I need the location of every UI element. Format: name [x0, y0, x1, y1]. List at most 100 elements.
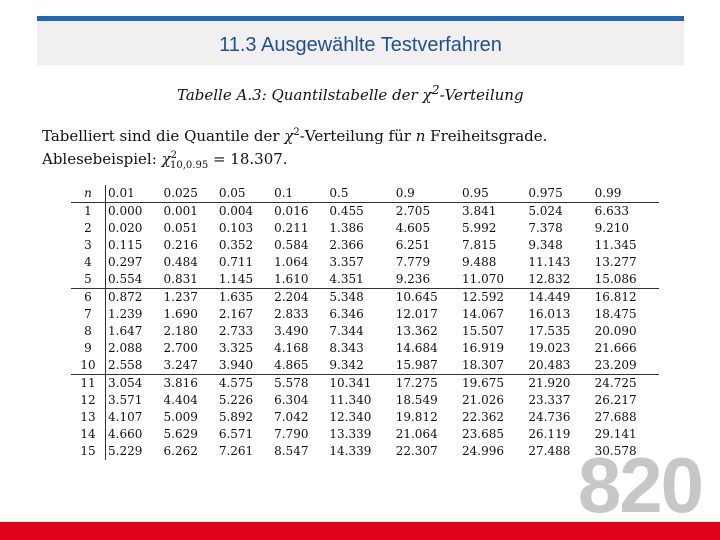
- table-cell: 9.342: [327, 357, 394, 375]
- column-header: 0.05: [216, 185, 273, 203]
- table-row: 5 0.554 0.831 1.145 1.610 4.351 9.236 11.070 12.…: [71, 271, 659, 289]
- table-cell: 6.251: [395, 238, 431, 252]
- example-chi: χ: [161, 150, 171, 168]
- table-cell: 4.107: [108, 410, 143, 424]
- table-cell: 0.115: [108, 238, 143, 252]
- table-cell: 2.366: [329, 238, 364, 252]
- caption-symbol: χ: [422, 86, 432, 104]
- table-cell: 3.490: [274, 324, 309, 338]
- table-cell: 16.812: [594, 290, 637, 304]
- table-cell: 5.009: [163, 410, 198, 424]
- table-cell: 1.647: [108, 324, 143, 338]
- table-cell: 18.475: [594, 307, 637, 321]
- intro-n: n: [415, 127, 426, 145]
- intro-line2-b: = 18.307.: [208, 150, 288, 168]
- column-header: n: [71, 185, 106, 203]
- table-row: 10 2.558 3.247 3.940 4.865 9.342 15.987 18.307 2…: [71, 357, 659, 375]
- table-body: 1 0.000 0.001 0.004 0.016 0.455 2.705 3.841 5.02…: [71, 202, 659, 460]
- row-df-cell: 2: [71, 220, 106, 237]
- table-cell: 6.346: [329, 307, 364, 321]
- table-cell: 5.229: [108, 444, 143, 458]
- table-row: 13 4.107 5.009 5.892 7.042 12.340 19.812 22.362…: [71, 409, 659, 426]
- intro-line2-a: Ablesebeispiel:: [42, 150, 162, 168]
- table-cell: 3.816: [163, 376, 198, 390]
- table-cell: 6.633: [594, 204, 630, 218]
- table-cell: 26.217: [594, 393, 637, 407]
- footer-bar: [0, 522, 720, 540]
- table-cell: 12.017: [395, 307, 438, 321]
- table-cell: 14.067: [462, 307, 505, 321]
- table-cell: 24.996: [462, 444, 505, 458]
- table-cell: 18.549: [395, 393, 438, 407]
- column-header: 0.95: [460, 185, 527, 203]
- table-cell: 7.344: [329, 324, 364, 338]
- table-cell: 1.690: [163, 307, 198, 321]
- table-cell: 3.054: [108, 376, 143, 390]
- table-cell: 9.210: [594, 221, 630, 235]
- quantile-table-wrap: n 0.01 0.025 0.05 0.1 0.5 0.9 0.95 0.975 0.99 1 0.…: [71, 185, 659, 461]
- table-cell: 0.004: [218, 204, 254, 218]
- table-cell: 4.404: [163, 393, 198, 407]
- table-row: 4 0.297 0.484 0.711 1.064 3.357 7.779 9.488 11.1…: [71, 254, 659, 271]
- table-cell: 7.779: [395, 255, 431, 269]
- table-cell: 0.016: [274, 204, 309, 218]
- intro-line-2: Ablesebeispiel: χ210,0.95 = 18.307.: [42, 146, 547, 176]
- table-cell: 1.239: [108, 307, 143, 321]
- table-cell: 2.705: [395, 204, 431, 218]
- table-cell: 11.345: [594, 238, 637, 252]
- table-cell: 6.304: [274, 393, 309, 407]
- column-header: 0.025: [161, 185, 217, 203]
- example-sub: 10,0.95: [170, 160, 209, 171]
- table-cell: 5.348: [329, 290, 364, 304]
- table-cell: 23.337: [528, 393, 571, 407]
- table-cell: 11.340: [329, 393, 372, 407]
- table-cell: 23.685: [462, 427, 505, 441]
- table-cell: 19.812: [395, 410, 438, 424]
- row-df-cell: 1: [71, 202, 106, 220]
- table-cell: 12.340: [329, 410, 372, 424]
- row-df-cell: 5: [71, 271, 106, 289]
- row-df-cell: 14: [71, 426, 106, 443]
- table-cell: 14.339: [329, 444, 372, 458]
- table-caption: Tabelle A.3: Quantilstabelle der χ2-Vert…: [177, 82, 524, 104]
- table-cell: 10.645: [395, 290, 438, 304]
- table-cell: 17.535: [528, 324, 571, 338]
- table-header-row: n 0.01 0.025 0.05 0.1 0.5 0.9 0.95 0.975 0.99: [71, 185, 659, 203]
- column-header: 0.5: [327, 185, 394, 203]
- table-cell: 19.023: [528, 341, 571, 355]
- table-cell: 4.660: [108, 427, 143, 441]
- table-cell: 19.675: [462, 376, 505, 390]
- table-cell: 7.815: [462, 238, 497, 252]
- table-row: 7 1.239 1.690 2.167 2.833 6.346 12.017 14.067 16…: [71, 306, 659, 323]
- table-cell: 1.386: [329, 221, 364, 235]
- table-cell: 3.247: [161, 357, 217, 375]
- table-cell: 21.920: [528, 376, 571, 390]
- table-row: 8 1.647 2.180 2.733 3.490 7.344 13.362 15.507 17…: [71, 323, 659, 340]
- table-cell: 2.167: [218, 307, 254, 321]
- caption-table-word: Tabelle: [177, 86, 232, 104]
- table-cell: 7.378: [528, 221, 563, 235]
- table-cell: 24.736: [528, 410, 571, 424]
- row-df-cell: 7: [71, 306, 106, 323]
- table-cell: 27.488: [528, 444, 571, 458]
- table-cell: 3.940: [216, 357, 273, 375]
- intro-chi: χ: [284, 127, 294, 145]
- row-df-cell: 3: [71, 237, 106, 254]
- table-row: 15 5.229 6.262 7.261 8.547 14.339 22.307 24.996…: [71, 443, 659, 460]
- intro-line1-c: Freiheitsgrade.: [425, 127, 548, 145]
- table-cell: 6.571: [218, 427, 254, 441]
- page-title: 11.3 Ausgewählte Testverfahren: [219, 34, 502, 56]
- table-cell: 0.584: [274, 238, 309, 252]
- table-cell: 0.051: [163, 221, 198, 235]
- table-cell: 3.841: [462, 204, 497, 218]
- table-cell: 0.872: [108, 290, 143, 304]
- table-row: 3 0.115 0.216 0.352 0.584 2.366 6.251 7.815 9.34…: [71, 237, 659, 254]
- column-header: 0.975: [526, 185, 593, 203]
- table-cell: 1.635: [218, 290, 254, 304]
- row-df-cell: 10: [71, 357, 106, 375]
- table-cell: 20.483: [526, 357, 593, 375]
- table-cell: 5.226: [218, 393, 254, 407]
- table-cell: 2.088: [108, 341, 143, 355]
- table-cell: 1.064: [274, 255, 309, 269]
- quantile-table: n 0.01 0.025 0.05 0.1 0.5 0.9 0.95 0.975 0.99 1 0.…: [71, 185, 659, 460]
